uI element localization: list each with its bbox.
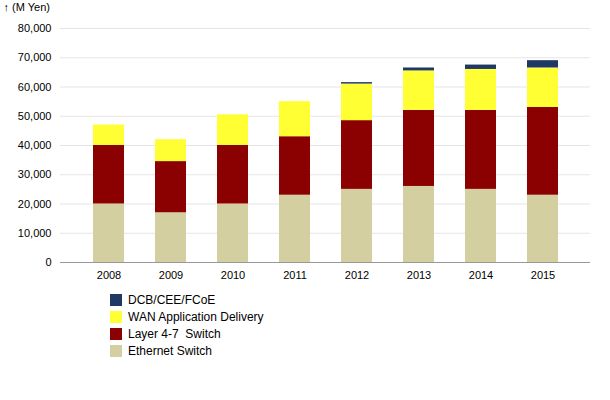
svg-text:2014: 2014 <box>469 269 493 281</box>
svg-text:10,000: 10,000 <box>18 227 52 239</box>
svg-text:2013: 2013 <box>407 269 431 281</box>
svg-text:2012: 2012 <box>345 269 369 281</box>
html-text:Ethernet Switch: Ethernet Switch <box>128 344 212 358</box>
svg-text:50,000: 50,000 <box>18 110 52 122</box>
svg-text:2009: 2009 <box>159 269 183 281</box>
svg-text:40,000: 40,000 <box>18 139 52 151</box>
svg-text:80,000: 80,000 <box>18 22 52 34</box>
html-text:Layer 4-7 Switch: Layer 4-7 Switch <box>128 327 221 341</box>
svg-text:20,000: 20,000 <box>18 198 52 210</box>
svg-text:↑ (M Yen): ↑ (M Yen) <box>4 1 50 13</box>
svg-text:60,000: 60,000 <box>18 81 52 93</box>
svg-text:0: 0 <box>45 256 51 268</box>
html-text:WAN Application Delivery: WAN Application Delivery <box>128 310 264 324</box>
svg-text:70,000: 70,000 <box>18 51 52 63</box>
svg-text:2008: 2008 <box>97 269 121 281</box>
html-text:DCB/CEE/FCoE: DCB/CEE/FCoE <box>128 293 216 307</box>
svg-text:2010: 2010 <box>221 269 245 281</box>
svg-text:2015: 2015 <box>531 269 555 281</box>
svg-text:2011: 2011 <box>283 269 307 281</box>
svg-text:30,000: 30,000 <box>18 168 52 180</box>
